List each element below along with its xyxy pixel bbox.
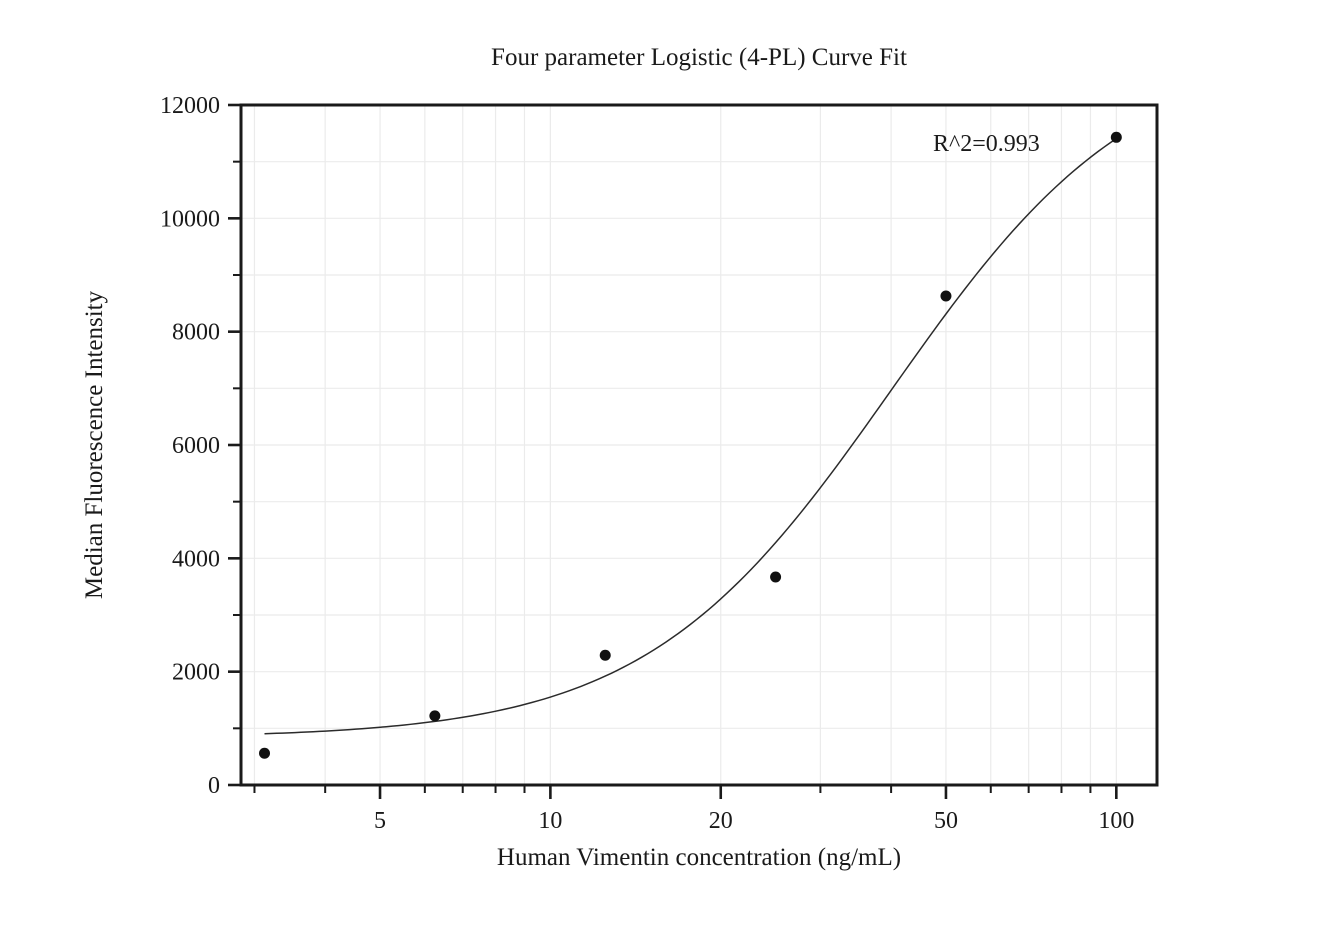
y-tick-label: 12000 — [160, 93, 220, 119]
y-tick-label: 4000 — [172, 546, 220, 572]
x-tick-label: 50 — [934, 808, 958, 834]
x-tick-label: 10 — [538, 808, 562, 834]
y-tick-label: 6000 — [172, 433, 220, 459]
y-tick-label: 10000 — [160, 206, 220, 232]
data-point — [259, 747, 271, 759]
data-point — [429, 710, 441, 722]
y-tick-label: 0 — [208, 773, 220, 799]
x-tick-label: 100 — [1098, 808, 1134, 834]
x-tick-label: 5 — [374, 808, 386, 834]
data-point — [1110, 131, 1122, 143]
y-tick-label: 2000 — [172, 660, 220, 686]
r-squared-annotation: R^2=0.993 — [933, 131, 1040, 157]
data-point — [940, 290, 952, 302]
y-tick-label: 8000 — [172, 320, 220, 346]
data-point — [770, 571, 782, 583]
x-tick-label: 20 — [709, 808, 733, 834]
x-axis-label: Human Vimentin concentration (ng/mL) — [496, 844, 902, 871]
data-point — [599, 649, 611, 661]
fit-curve — [264, 137, 1117, 735]
chart-title: Four parameter Logistic (4-PL) Curve Fit — [491, 44, 907, 71]
